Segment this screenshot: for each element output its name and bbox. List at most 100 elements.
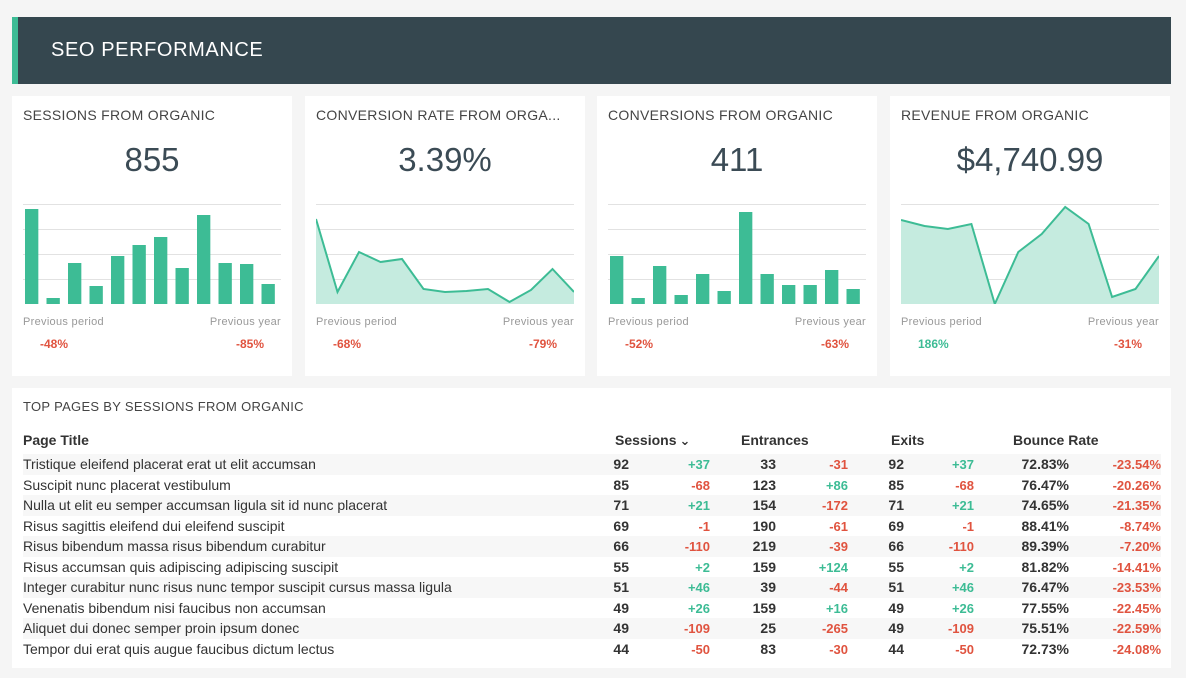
previous-period-change: -48%: [40, 337, 69, 351]
exits-cell: 44: [888, 640, 904, 657]
bounce-chg-cell: -8.74%: [1119, 518, 1161, 534]
entrances-chg-cell: -44: [829, 580, 848, 595]
table-row[interactable]: Tempor dui erat quis augue faucibus dict…: [23, 639, 1161, 660]
bounce-cell: 72.83%: [1021, 456, 1069, 472]
table-row[interactable]: Venenatis bibendum nisi faucibus non acc…: [23, 598, 1161, 619]
bar: [610, 256, 624, 304]
exits-cell: 85: [888, 476, 904, 493]
previous-period-label: Previous period: [608, 316, 689, 328]
bar: [111, 256, 125, 304]
column-header-bounce-rate[interactable]: Bounce Rate: [1013, 432, 1099, 448]
kpi-value: 3.39%: [398, 141, 492, 178]
exits-chg-cell: -68: [955, 477, 974, 493]
kpi-title: SESSIONS FROM ORGANIC: [23, 107, 216, 123]
page-title-cell[interactable]: Suscipit nunc placerat vestibulum: [23, 476, 231, 493]
table-row[interactable]: Aliquet dui donec semper proin ipsum don…: [23, 618, 1161, 639]
exits-chg-cell: +26: [951, 600, 974, 616]
area-fill: [316, 219, 574, 304]
column-header-exits[interactable]: Exits: [891, 432, 925, 448]
bar: [240, 264, 254, 304]
bar: [674, 295, 688, 304]
sessions-cell: 66: [613, 538, 629, 554]
table-row[interactable]: Risus sagittis eleifend dui eleifend sus…: [23, 516, 1161, 537]
sessions-cell: 69: [613, 517, 629, 534]
entrances-cell: 25: [760, 620, 776, 636]
entrances-chg-cell: +86: [825, 477, 848, 493]
table-row[interactable]: Tristique eleifend placerat erat ut elit…: [23, 454, 1161, 475]
exits-chg-cell: -1: [962, 518, 974, 534]
table-row[interactable]: Risus bibendum massa risus bibendum cura…: [23, 536, 1161, 557]
column-header-sessions[interactable]: Sessions ⌄: [615, 432, 690, 449]
sessions-chg-cell: -109: [683, 621, 710, 636]
previous-year-change: -79%: [528, 337, 557, 351]
sessions-chg-cell: -68: [691, 477, 710, 493]
table-header: Page Title Sessions ⌄ Entrances Exits Bou…: [12, 432, 1171, 450]
entrances-chg-cell: -39: [829, 539, 848, 554]
entrances-cell: 159: [752, 599, 776, 616]
bounce-cell: 81.82%: [1021, 558, 1069, 575]
bounce-chg-cell: -20.26%: [1112, 477, 1161, 493]
sessions-chg-cell: -110: [684, 539, 710, 554]
bounce-chg-cell: -21.35%: [1112, 498, 1161, 513]
page-title-cell[interactable]: Risus sagittis eleifend dui eleifend sus…: [23, 517, 285, 534]
page-title-cell[interactable]: Venenatis bibendum nisi faucibus non acc…: [23, 599, 326, 616]
previous-year-label: Previous year: [1087, 316, 1159, 328]
bounce-cell: 77.55%: [1021, 599, 1069, 616]
previous-period-change: -68%: [333, 337, 362, 351]
kpi-card: REVENUE FROM ORGANIC $4,740.99 Previous pe…: [890, 96, 1170, 376]
table-row[interactable]: Risus accumsan quis adipiscing adipiscin…: [23, 557, 1161, 578]
kpi-card: SESSIONS FROM ORGANIC 855 Previous period P…: [12, 96, 292, 376]
bar: [197, 215, 211, 304]
column-header-page-title[interactable]: Page Title: [23, 432, 89, 448]
column-header-entrances[interactable]: Entrances: [741, 432, 809, 448]
entrances-chg-cell: -61: [829, 518, 848, 534]
exits-cell: 92: [888, 456, 904, 472]
entrances-cell: 83: [760, 640, 776, 657]
exits-cell: 69: [888, 517, 904, 534]
page-title-cell[interactable]: Tristique eleifend placerat erat ut elit…: [23, 456, 316, 472]
top-pages-table-card: TOP PAGES BY SESSIONS FROM ORGANIC Page …: [12, 388, 1171, 668]
entrances-cell: 219: [752, 538, 776, 554]
exits-chg-cell: +37: [951, 457, 974, 472]
bar: [739, 212, 753, 304]
previous-period-label: Previous period: [23, 316, 104, 328]
page-title-cell[interactable]: Risus accumsan quis adipiscing adipiscin…: [23, 558, 339, 575]
entrances-cell: 190: [752, 517, 776, 534]
page-title-cell[interactable]: Risus bibendum massa risus bibendum cura…: [23, 538, 326, 554]
column-header-sessions-label: Sessions: [615, 432, 677, 448]
exits-cell: 49: [888, 620, 904, 636]
table-row[interactable]: Suscipit nunc placerat vestibulum 85 -68 12…: [23, 475, 1161, 496]
table-row[interactable]: Nulla ut elit eu semper accumsan ligula …: [23, 495, 1161, 516]
previous-year-change: -31%: [1113, 337, 1142, 351]
exits-cell: 51: [888, 579, 904, 595]
exits-cell: 71: [888, 497, 904, 513]
sessions-chg-cell: -50: [691, 641, 710, 657]
kpi-sparkline: [901, 204, 1159, 304]
exits-chg-cell: +21: [951, 498, 974, 513]
previous-year-change: -85%: [235, 337, 264, 351]
bar: [782, 285, 796, 304]
sessions-cell: 49: [613, 620, 629, 636]
page-title-cell[interactable]: Integer curabitur nunc risus nunc tempor…: [23, 579, 452, 595]
page-title-cell[interactable]: Nulla ut elit eu semper accumsan ligula …: [23, 497, 388, 513]
bar: [846, 289, 860, 304]
bar: [132, 245, 146, 304]
page-title-cell[interactable]: Aliquet dui donec semper proin ipsum don…: [23, 620, 300, 636]
kpi-card: CONVERSION RATE FROM ORGA... 3.39% Previou…: [305, 96, 585, 376]
sessions-chg-cell: +37: [687, 457, 710, 472]
sessions-cell: 55: [613, 558, 629, 575]
table-row[interactable]: Integer curabitur nunc risus nunc tempor…: [23, 577, 1161, 598]
page-title-cell[interactable]: Tempor dui erat quis augue faucibus dict…: [23, 640, 335, 657]
previous-period-label: Previous period: [901, 316, 982, 328]
sessions-chg-cell: +21: [687, 498, 710, 513]
bounce-cell: 74.65%: [1021, 497, 1069, 513]
series-line: [901, 205, 1159, 304]
entrances-chg-cell: +16: [825, 600, 848, 616]
previous-period-change: 186%: [918, 337, 949, 351]
previous-year-change: -63%: [820, 337, 849, 351]
bounce-chg-cell: -22.45%: [1112, 600, 1161, 616]
bounce-cell: 89.39%: [1021, 538, 1069, 554]
kpi-sparkline: [316, 204, 574, 304]
bounce-chg-cell: -14.41%: [1112, 559, 1161, 575]
exits-cell: 55: [888, 558, 904, 575]
